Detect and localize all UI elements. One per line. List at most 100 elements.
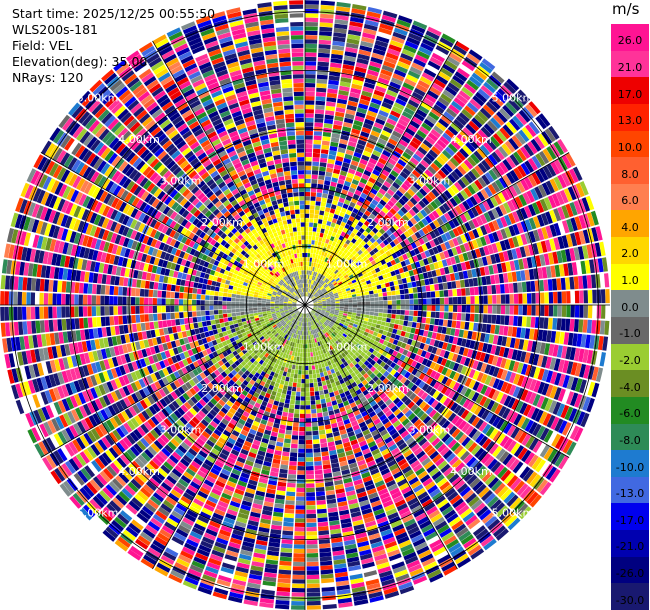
radar-gate (605, 289, 610, 304)
radar-gate (378, 308, 384, 313)
radar-gate (425, 233, 433, 241)
radar-gate (421, 72, 435, 82)
radar-gate (305, 292, 307, 297)
radar-gate (310, 192, 317, 197)
radar-gate (324, 257, 329, 263)
radar-gate (334, 276, 339, 281)
radar-gate (450, 140, 461, 150)
radar-gate (327, 406, 334, 412)
radar-gate (435, 311, 440, 319)
radar-gate (383, 180, 392, 189)
radar-gate (307, 352, 311, 357)
radar-gate (411, 62, 425, 72)
radar-gate (481, 58, 496, 71)
radar-gate (344, 302, 349, 305)
radar-gate (427, 60, 441, 71)
radar-gate (309, 222, 314, 227)
radar-gate (322, 277, 327, 282)
radar-gate (306, 461, 314, 466)
radar-gate (285, 495, 295, 501)
radar-gate (411, 206, 420, 214)
radar-gate (382, 239, 389, 246)
radar-gate (404, 164, 414, 173)
radar-gate (346, 145, 356, 152)
radar-gate (357, 139, 367, 146)
radar-gate (440, 166, 450, 176)
radar-gate (337, 266, 342, 271)
radar-gate (335, 10, 350, 17)
radar-gate (391, 314, 396, 319)
radar-gate (290, 443, 298, 449)
radar-gate (387, 85, 400, 94)
radar-gate (456, 67, 470, 79)
radar-gate (501, 189, 510, 201)
radar-gate (357, 264, 363, 270)
radar-gate (426, 115, 437, 125)
radar-gate (306, 587, 320, 593)
radar-gate (331, 49, 344, 56)
radar-gate (296, 356, 300, 362)
radar-gate (500, 294, 506, 304)
radar-gate (305, 261, 307, 266)
radar-gate (378, 312, 383, 317)
radar-gate (309, 284, 312, 289)
radar-gate (374, 146, 383, 154)
radar-gate (435, 297, 440, 305)
radar-gate (295, 509, 305, 514)
radar-gate (431, 305, 436, 311)
radar-gate (456, 151, 466, 162)
radar-gate (349, 164, 358, 171)
radar-gate (314, 292, 318, 297)
radar-gate (305, 161, 312, 166)
radar-gate (380, 105, 391, 114)
radar-gate (322, 459, 331, 465)
radar-gate (371, 323, 377, 328)
radar-gate (300, 396, 305, 401)
radar-gate (305, 196, 310, 201)
radar-gate (306, 513, 317, 519)
radar-gate (333, 32, 347, 38)
radar-gate (358, 49, 371, 57)
radar-gate (328, 212, 334, 218)
radar-gate (311, 296, 315, 300)
radar-gate (347, 29, 362, 37)
radar-gate (292, 579, 305, 584)
radar-gate (334, 160, 343, 166)
radar-gate (329, 259, 334, 265)
radar-gate (319, 285, 324, 290)
radar-gate (338, 250, 343, 256)
radar-gate (348, 274, 354, 279)
radar-gate (397, 15, 413, 24)
radar-gate (311, 280, 315, 285)
radar-gate (481, 174, 491, 186)
radar-gate (596, 289, 602, 304)
radar-gate (464, 105, 476, 117)
radar-gate (484, 157, 495, 169)
radar-gate (420, 159, 430, 169)
radar-gate (318, 44, 331, 50)
radar-gate (327, 84, 339, 90)
radar-gate (306, 466, 314, 471)
radar-gate (310, 295, 314, 299)
radar-gate (335, 306, 340, 309)
radar-gate (306, 483, 315, 488)
radar-gate (322, 464, 331, 470)
radar-gate (317, 183, 324, 189)
radar-gate (354, 224, 361, 231)
radar-gate (326, 234, 331, 240)
radar-gate (344, 153, 353, 160)
radar-gate (300, 400, 305, 406)
radar-gate (397, 94, 409, 103)
radar-gate (431, 298, 436, 305)
radar-gate (429, 318, 435, 325)
radar-gate (321, 578, 335, 584)
radar-gate (412, 287, 418, 293)
radar-gate (339, 283, 344, 287)
radar-gate (400, 299, 406, 305)
radar-gate (348, 253, 354, 259)
radar-gate (339, 85, 350, 92)
radar-gate (513, 305, 519, 315)
radar-gate (310, 253, 313, 258)
radar-gate (505, 294, 510, 304)
radar-gate (473, 193, 482, 204)
